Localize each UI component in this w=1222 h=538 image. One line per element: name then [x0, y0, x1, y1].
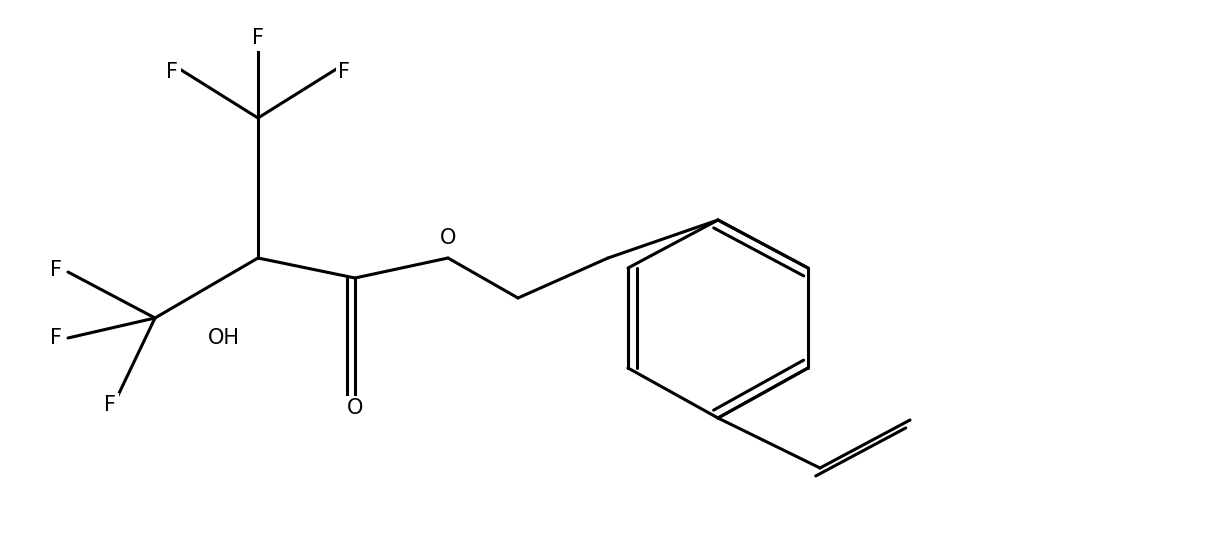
Text: F: F — [50, 260, 62, 280]
Text: F: F — [166, 62, 178, 82]
Text: O: O — [347, 398, 363, 418]
Text: F: F — [338, 62, 349, 82]
Text: F: F — [50, 328, 62, 348]
Text: O: O — [440, 228, 456, 248]
Text: F: F — [104, 395, 116, 415]
Text: F: F — [252, 28, 264, 48]
Text: OH: OH — [208, 328, 240, 348]
